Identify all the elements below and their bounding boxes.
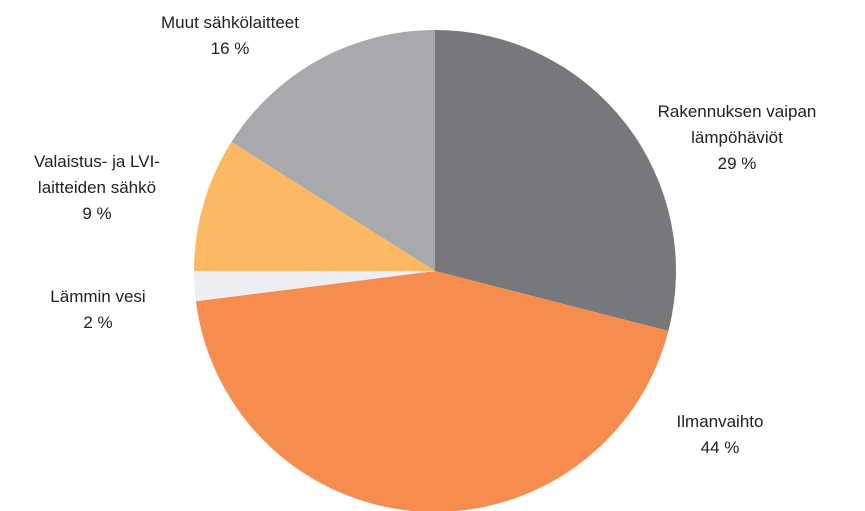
slice-label: Valaistus- ja LVI-laitteiden sähkö 9 %: [7, 149, 187, 227]
value-label: 29 %: [717, 154, 757, 173]
category-name: Muut sähkölaitteet: [161, 13, 299, 32]
pie-slice: [195, 271, 669, 511]
slice-label: Lämmin vesi 2 %: [28, 284, 168, 336]
value-label: 16 %: [210, 39, 250, 58]
pie-slice: [435, 30, 676, 331]
value-label: 2 %: [83, 313, 113, 332]
pie-slice: [194, 271, 435, 302]
slice-label: Rakennuksen vaipan lämpöhäviöt 29 %: [642, 99, 832, 177]
slice-label: Muut sähkölaitteet 16 %: [120, 10, 340, 62]
category-name: Ilmanvaihto: [676, 412, 764, 431]
value-label: 9 %: [82, 204, 112, 223]
category-name: Rakennuksen vaipan lämpöhäviöt: [657, 102, 817, 147]
pie-slice: [194, 141, 435, 271]
value-label: 44 %: [700, 438, 740, 457]
slice-label: Ilmanvaihto 44 %: [650, 409, 790, 461]
category-name: Lämmin vesi: [50, 287, 146, 306]
category-name: Valaistus- ja LVI-laitteiden sähkö: [34, 152, 160, 197]
pie-slice: [231, 30, 435, 271]
